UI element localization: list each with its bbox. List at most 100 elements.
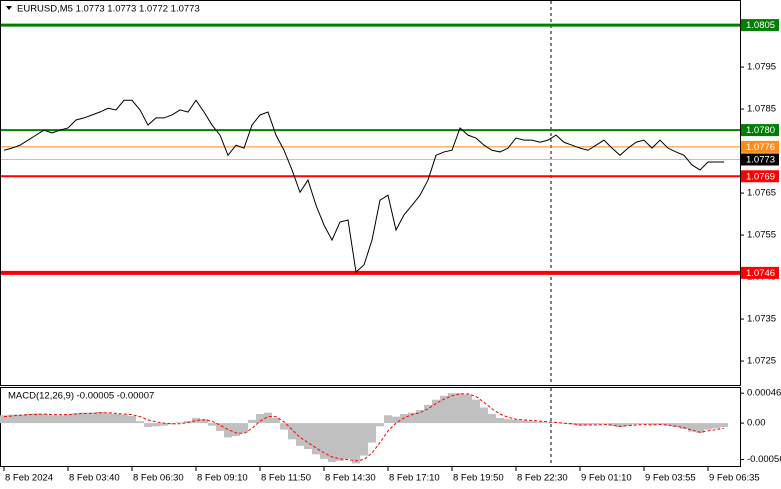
macd-bar <box>672 423 680 427</box>
macd-bar <box>16 414 24 424</box>
macd-bar <box>432 399 440 424</box>
macd-bar <box>504 419 512 424</box>
macd-bar <box>488 414 496 424</box>
price-line <box>3 99 724 274</box>
macd-bar <box>48 415 56 424</box>
signal-line <box>3 393 725 462</box>
macd-bar <box>248 419 256 424</box>
macd-bar <box>648 423 656 426</box>
macd-bar <box>320 423 328 459</box>
macd-bar <box>424 404 432 424</box>
macd-bar <box>448 393 456 424</box>
macd-bar <box>136 421 144 424</box>
macd-bar <box>0 415 8 424</box>
macd-bar <box>472 399 480 424</box>
macd-bar <box>592 423 600 425</box>
macd-bar <box>88 412 96 424</box>
macd-bar <box>208 423 216 426</box>
macd-bar <box>624 423 632 426</box>
macd-bar <box>80 412 88 424</box>
x-tick-label: 8 Feb 19:50 <box>453 473 504 484</box>
macd-bar <box>456 393 464 424</box>
macd-bar <box>536 421 544 424</box>
macd-bar <box>264 412 272 424</box>
macd-bar <box>616 423 624 427</box>
level-label-box <box>741 170 779 183</box>
y-tick-label: 1.0735 <box>747 314 776 325</box>
macd-bar <box>168 423 176 425</box>
macd-bar <box>152 423 160 427</box>
macd-bar <box>144 423 152 427</box>
level-label-box <box>741 153 779 166</box>
macd-bar <box>32 413 40 424</box>
macd-bar <box>408 412 416 424</box>
level-label: 1.0776 <box>746 142 775 153</box>
macd-bar <box>256 414 264 424</box>
level-label-box <box>741 140 779 153</box>
x-tick-label: 9 Feb 03:55 <box>645 473 696 484</box>
macd-bar <box>312 423 320 455</box>
x-tick-label: 8 Feb 14:30 <box>325 473 376 484</box>
macd-bar <box>56 415 64 424</box>
macd-bar <box>352 423 360 464</box>
macd-bar <box>232 423 240 437</box>
macd-bar <box>696 423 704 433</box>
x-tick-label: 8 Feb 06:30 <box>133 473 184 484</box>
macd-bar <box>632 423 640 425</box>
level-label: 1.0769 <box>746 171 775 182</box>
x-tick-label: 8 Feb 11:50 <box>261 473 311 484</box>
macd-bar <box>224 423 232 438</box>
macd-bar <box>720 423 728 427</box>
level-label-box <box>741 19 779 32</box>
y-tick-label: 0.00 <box>747 418 766 429</box>
level-label-box <box>741 124 779 137</box>
x-tick-label: 9 Feb 01:10 <box>581 473 632 484</box>
macd-bar <box>288 423 296 440</box>
macd-bar <box>576 423 584 426</box>
y-tick-label: 1.0755 <box>747 230 776 241</box>
macd-bar <box>416 410 424 424</box>
y-tick-label: 1.0765 <box>747 188 776 199</box>
macd-bar <box>584 423 592 426</box>
macd-bar <box>392 416 400 424</box>
level-label: 1.0773 <box>746 154 775 165</box>
x-tick-label: 8 Feb 22:30 <box>517 473 568 484</box>
macd-bar <box>344 423 352 459</box>
macd-bar <box>656 423 664 425</box>
y-tick-label: 1.0725 <box>747 356 776 367</box>
macd-bar <box>520 420 528 424</box>
macd-bar <box>568 423 576 425</box>
macd-bar <box>280 423 288 430</box>
macd-bar <box>664 423 672 426</box>
macd-bar <box>8 414 16 424</box>
macd-bar <box>368 423 376 443</box>
x-tick-label: 9 Feb 06:35 <box>709 473 760 484</box>
macd-bar <box>96 412 104 424</box>
macd-bar <box>464 394 472 424</box>
macd-bar <box>360 423 368 456</box>
macd-bar <box>240 423 248 433</box>
macd-bar <box>64 414 72 424</box>
macd-bar <box>600 423 608 424</box>
x-tick-label: 8 Feb 09:10 <box>197 473 248 484</box>
macd-bar <box>160 423 168 426</box>
macd-bar <box>128 415 136 424</box>
macd-bar <box>712 423 720 429</box>
macd-bar <box>328 423 336 463</box>
macd-bar <box>296 423 304 446</box>
macd-bar <box>24 414 32 424</box>
macd-bar <box>688 423 696 432</box>
macd-bar <box>512 419 520 424</box>
y-tick-label: 1.0795 <box>747 62 776 73</box>
level-label-box <box>741 266 779 279</box>
macd-bar <box>496 417 504 424</box>
macd-bar <box>384 415 392 424</box>
macd-bar <box>680 423 688 429</box>
price-frame <box>0 0 741 386</box>
macd-bar <box>544 422 552 424</box>
macd-bar <box>104 413 112 424</box>
macd-bar <box>176 422 184 424</box>
macd-bar <box>40 414 48 424</box>
x-tick-label: 8 Feb 03:40 <box>69 473 120 484</box>
